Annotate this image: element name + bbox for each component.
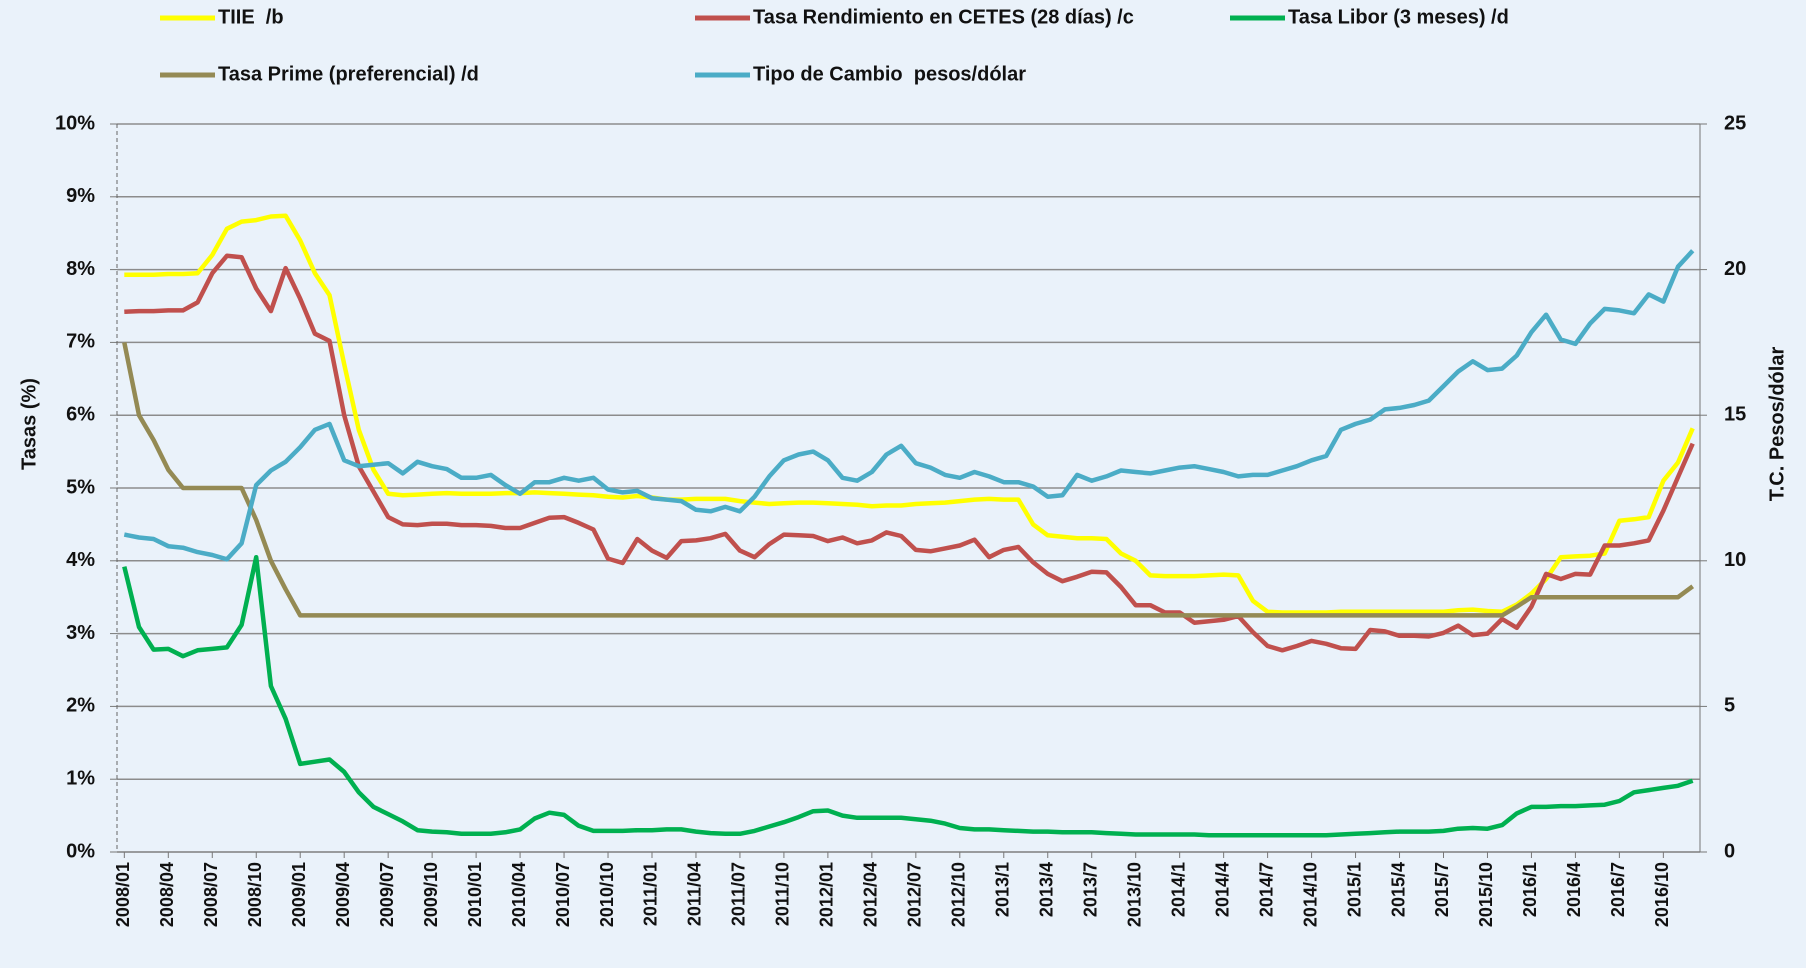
y-tick-label: 10% <box>55 112 95 134</box>
x-tick-label: 2009/10 <box>421 862 441 927</box>
y-tick-label: 3% <box>66 622 95 644</box>
x-tick-label: 2016/7 <box>1608 862 1628 917</box>
y2-tick-label: 10 <box>1724 549 1746 571</box>
legend-label: TIIE /b <box>218 6 284 28</box>
series-line <box>123 249 1695 562</box>
x-tick-label: 2015/7 <box>1432 862 1452 917</box>
legend-label: Tasa Prime (preferencial) /d <box>218 63 479 85</box>
x-tick-label: 2008/10 <box>245 862 265 927</box>
x-tick-label: 2012/01 <box>817 862 837 927</box>
x-tick-label: 2010/01 <box>465 862 485 927</box>
x-tick-label: 2010/07 <box>553 862 573 927</box>
series-line <box>122 554 1694 838</box>
y-tick-label: 4% <box>66 549 95 571</box>
y2-tick-label: 25 <box>1724 112 1746 134</box>
y-tick-label: 7% <box>66 331 95 353</box>
x-tick-label: 2008/07 <box>201 862 221 927</box>
y-tick-label: 1% <box>66 767 95 789</box>
x-tick-label: 2016/4 <box>1564 862 1584 917</box>
y-tick-label: 6% <box>66 403 95 425</box>
x-tick-label: 2013/10 <box>1124 862 1144 927</box>
y-tick-label: 5% <box>66 476 95 498</box>
x-tick-label: 2011/01 <box>641 862 661 926</box>
x-tick-label: 2011/04 <box>685 862 705 926</box>
y2-tick-label: 15 <box>1724 403 1746 425</box>
x-tick-label: 2008/04 <box>157 862 177 927</box>
x-tick-label: 2013/4 <box>1036 862 1056 917</box>
y-axis-title: Tasas (%) <box>18 378 40 470</box>
x-tick-label: 2015/4 <box>1388 862 1408 917</box>
x-tick-label: 2011/10 <box>773 862 793 926</box>
x-tick-label: 2012/04 <box>861 862 881 927</box>
x-tick-label: 2009/07 <box>377 862 397 927</box>
legend-label: Tasa Libor (3 meses) /d <box>1288 6 1509 28</box>
x-tick-label: 2015/1 <box>1344 862 1364 917</box>
x-tick-label: 2014/1 <box>1168 862 1188 917</box>
x-tick-label: 2009/01 <box>289 862 309 927</box>
series-line <box>124 253 1695 653</box>
x-tick-label: 2014/10 <box>1300 862 1320 927</box>
y2-tick-label: 5 <box>1724 695 1735 717</box>
x-tick-label: 2013/7 <box>1080 862 1100 917</box>
x-tick-label: 2010/10 <box>597 862 617 927</box>
x-tick-label: 2011/07 <box>729 862 749 926</box>
legend-label: Tipo de Cambio pesos/dólar <box>753 63 1026 85</box>
x-tick-label: 2016/10 <box>1652 862 1672 927</box>
y2-tick-label: 0 <box>1724 840 1735 862</box>
x-tick-label: 2016/1 <box>1520 862 1540 917</box>
x-tick-label: 2010/04 <box>509 862 529 927</box>
y-tick-label: 0% <box>66 840 95 862</box>
x-tick-label: 2008/01 <box>113 862 133 927</box>
series-line <box>124 213 1695 615</box>
x-tick-label: 2013/1 <box>993 862 1013 917</box>
y-tick-label: 9% <box>66 185 95 207</box>
x-tick-label: 2009/04 <box>333 862 353 927</box>
x-tick-label: 2014/7 <box>1256 862 1276 917</box>
y2-axis-title: T.C. Pesos/dólar <box>1766 347 1788 502</box>
series-line <box>122 341 1695 618</box>
y-tick-label: 2% <box>66 695 95 717</box>
x-tick-label: 2015/10 <box>1476 862 1496 927</box>
x-tick-label: 2012/07 <box>905 862 925 927</box>
x-tick-label: 2014/4 <box>1212 862 1232 917</box>
y-tick-label: 8% <box>66 258 95 280</box>
x-tick-label: 2012/10 <box>949 862 969 927</box>
legend-label: Tasa Rendimiento en CETES (28 días) /c <box>753 6 1134 28</box>
y2-tick-label: 20 <box>1724 258 1746 280</box>
